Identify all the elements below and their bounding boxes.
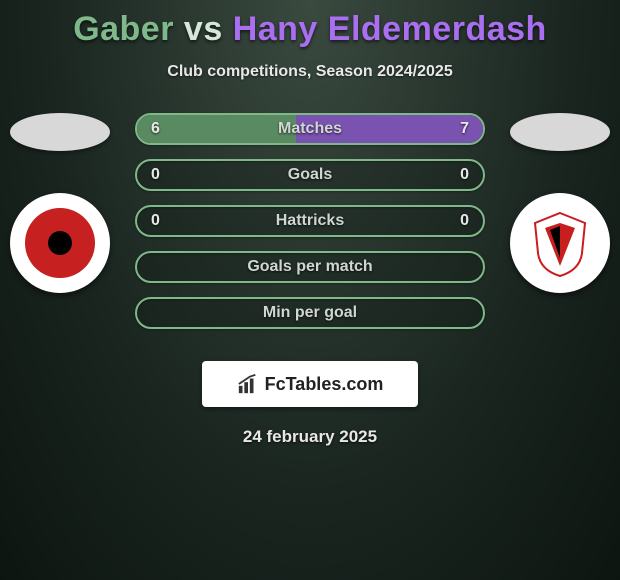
stat-label: Matches xyxy=(137,120,483,138)
stat-label: Hattricks xyxy=(137,212,483,230)
stat-row: 67Matches xyxy=(135,113,485,145)
player1-flag xyxy=(10,113,110,151)
brand-box: FcTables.com xyxy=(202,361,418,407)
club-badge-inner xyxy=(530,208,590,278)
player1-name: Gaber xyxy=(73,10,174,48)
stat-row: 00Goals xyxy=(135,159,485,191)
stat-label: Goals xyxy=(137,166,483,184)
player2-name: Hany Eldemerdash xyxy=(233,10,547,48)
footer-date: 24 february 2025 xyxy=(0,427,620,447)
brand-text: FcTables.com xyxy=(265,374,384,395)
stat-label: Goals per match xyxy=(137,258,483,276)
player2-flag xyxy=(510,113,610,151)
stat-label: Min per goal xyxy=(137,304,483,322)
player2-club-badge xyxy=(510,193,610,293)
left-player-column xyxy=(0,113,120,293)
chart-icon xyxy=(237,373,259,395)
subtitle: Club competitions, Season 2024/2025 xyxy=(0,63,620,81)
club-badge-inner xyxy=(25,208,95,278)
player1-club-badge xyxy=(10,193,110,293)
stat-rows: 67Matches 00Goals 00Hattricks Goals per mat… xyxy=(135,113,485,329)
stats-area: 67Matches 00Goals 00Hattricks Goals per mat… xyxy=(0,113,620,343)
right-player-column xyxy=(500,113,620,293)
stat-row: 00Hattricks xyxy=(135,205,485,237)
stat-row: Min per goal xyxy=(135,297,485,329)
vs-word: vs xyxy=(184,10,223,48)
stat-row: Goals per match xyxy=(135,251,485,283)
comparison-title: Gaber vs Hany Eldemerdash xyxy=(0,0,620,49)
club-badge-emblem xyxy=(48,231,72,255)
